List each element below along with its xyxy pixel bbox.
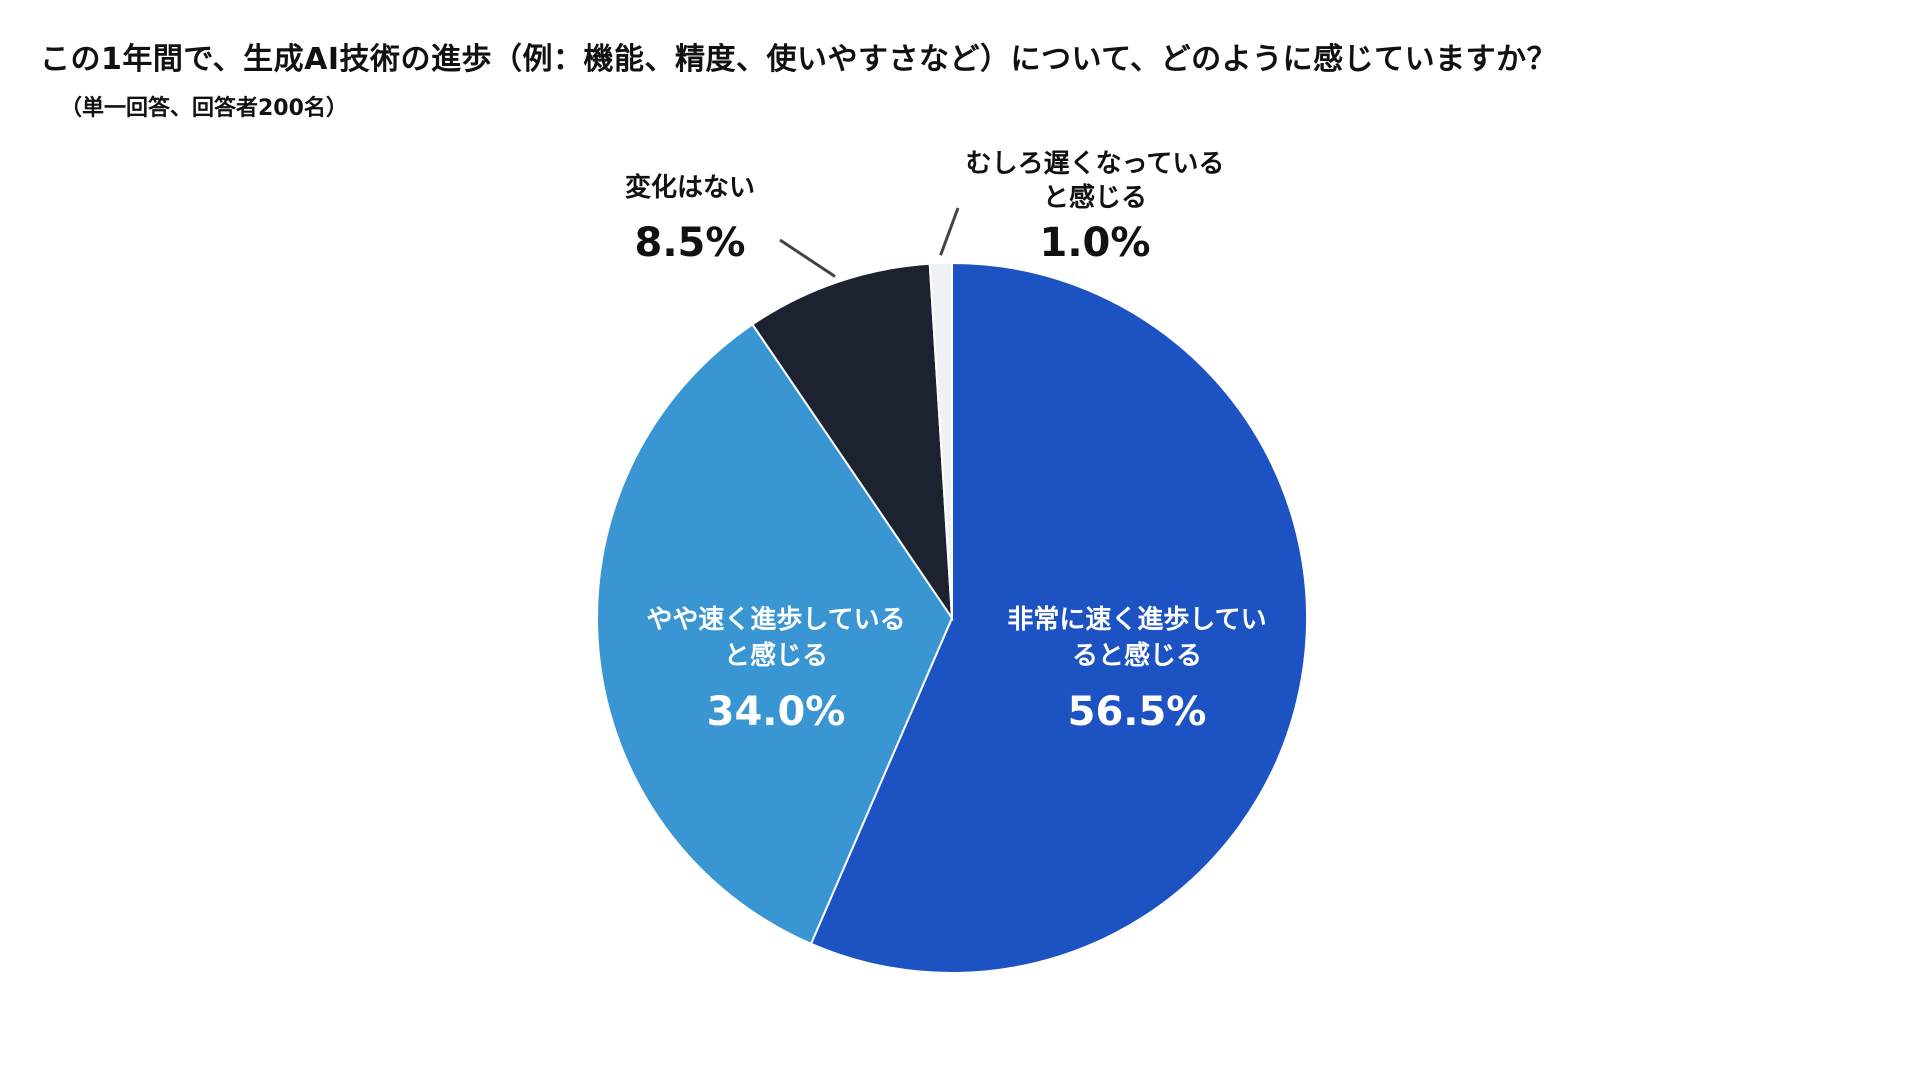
- chart-subtitle: （単一回答、回答者200名）: [60, 96, 348, 121]
- pie-slice-3: [751, 262, 954, 622]
- slice-3-leader-line: [779, 238, 836, 278]
- slice-2-label-line-1: やや速く進歩している: [646, 605, 905, 635]
- slice-3-value-label: 8.5%: [635, 220, 746, 266]
- slice-1-label-line-2: ると感じる: [1072, 641, 1202, 671]
- slice-4-leader-line: [939, 207, 960, 256]
- slice-4-value-label: 1.0%: [1040, 220, 1151, 266]
- slice-4-label-line-1: むしろ遅くなっている: [966, 149, 1225, 179]
- slice-2-value-label: 34.0%: [707, 689, 846, 735]
- slice-1-value-label: 56.5%: [1068, 689, 1207, 735]
- slice-2-label-line-2: と感じる: [724, 641, 828, 671]
- slice-1-label-line-1: 非常に速く進歩してい: [1007, 605, 1266, 635]
- slice-3-label-line-1: 変化はない: [625, 172, 755, 203]
- chart-title: この1年間で、生成AI技術の進歩（例：機能、精度、使いやすさなど）について、どの…: [40, 42, 1558, 77]
- pie-slice-2: [596, 322, 954, 946]
- slice-4-label-line-2: と感じる: [1043, 183, 1147, 213]
- pie-slice-4: [928, 261, 953, 619]
- pie-slice-1: [809, 261, 1308, 974]
